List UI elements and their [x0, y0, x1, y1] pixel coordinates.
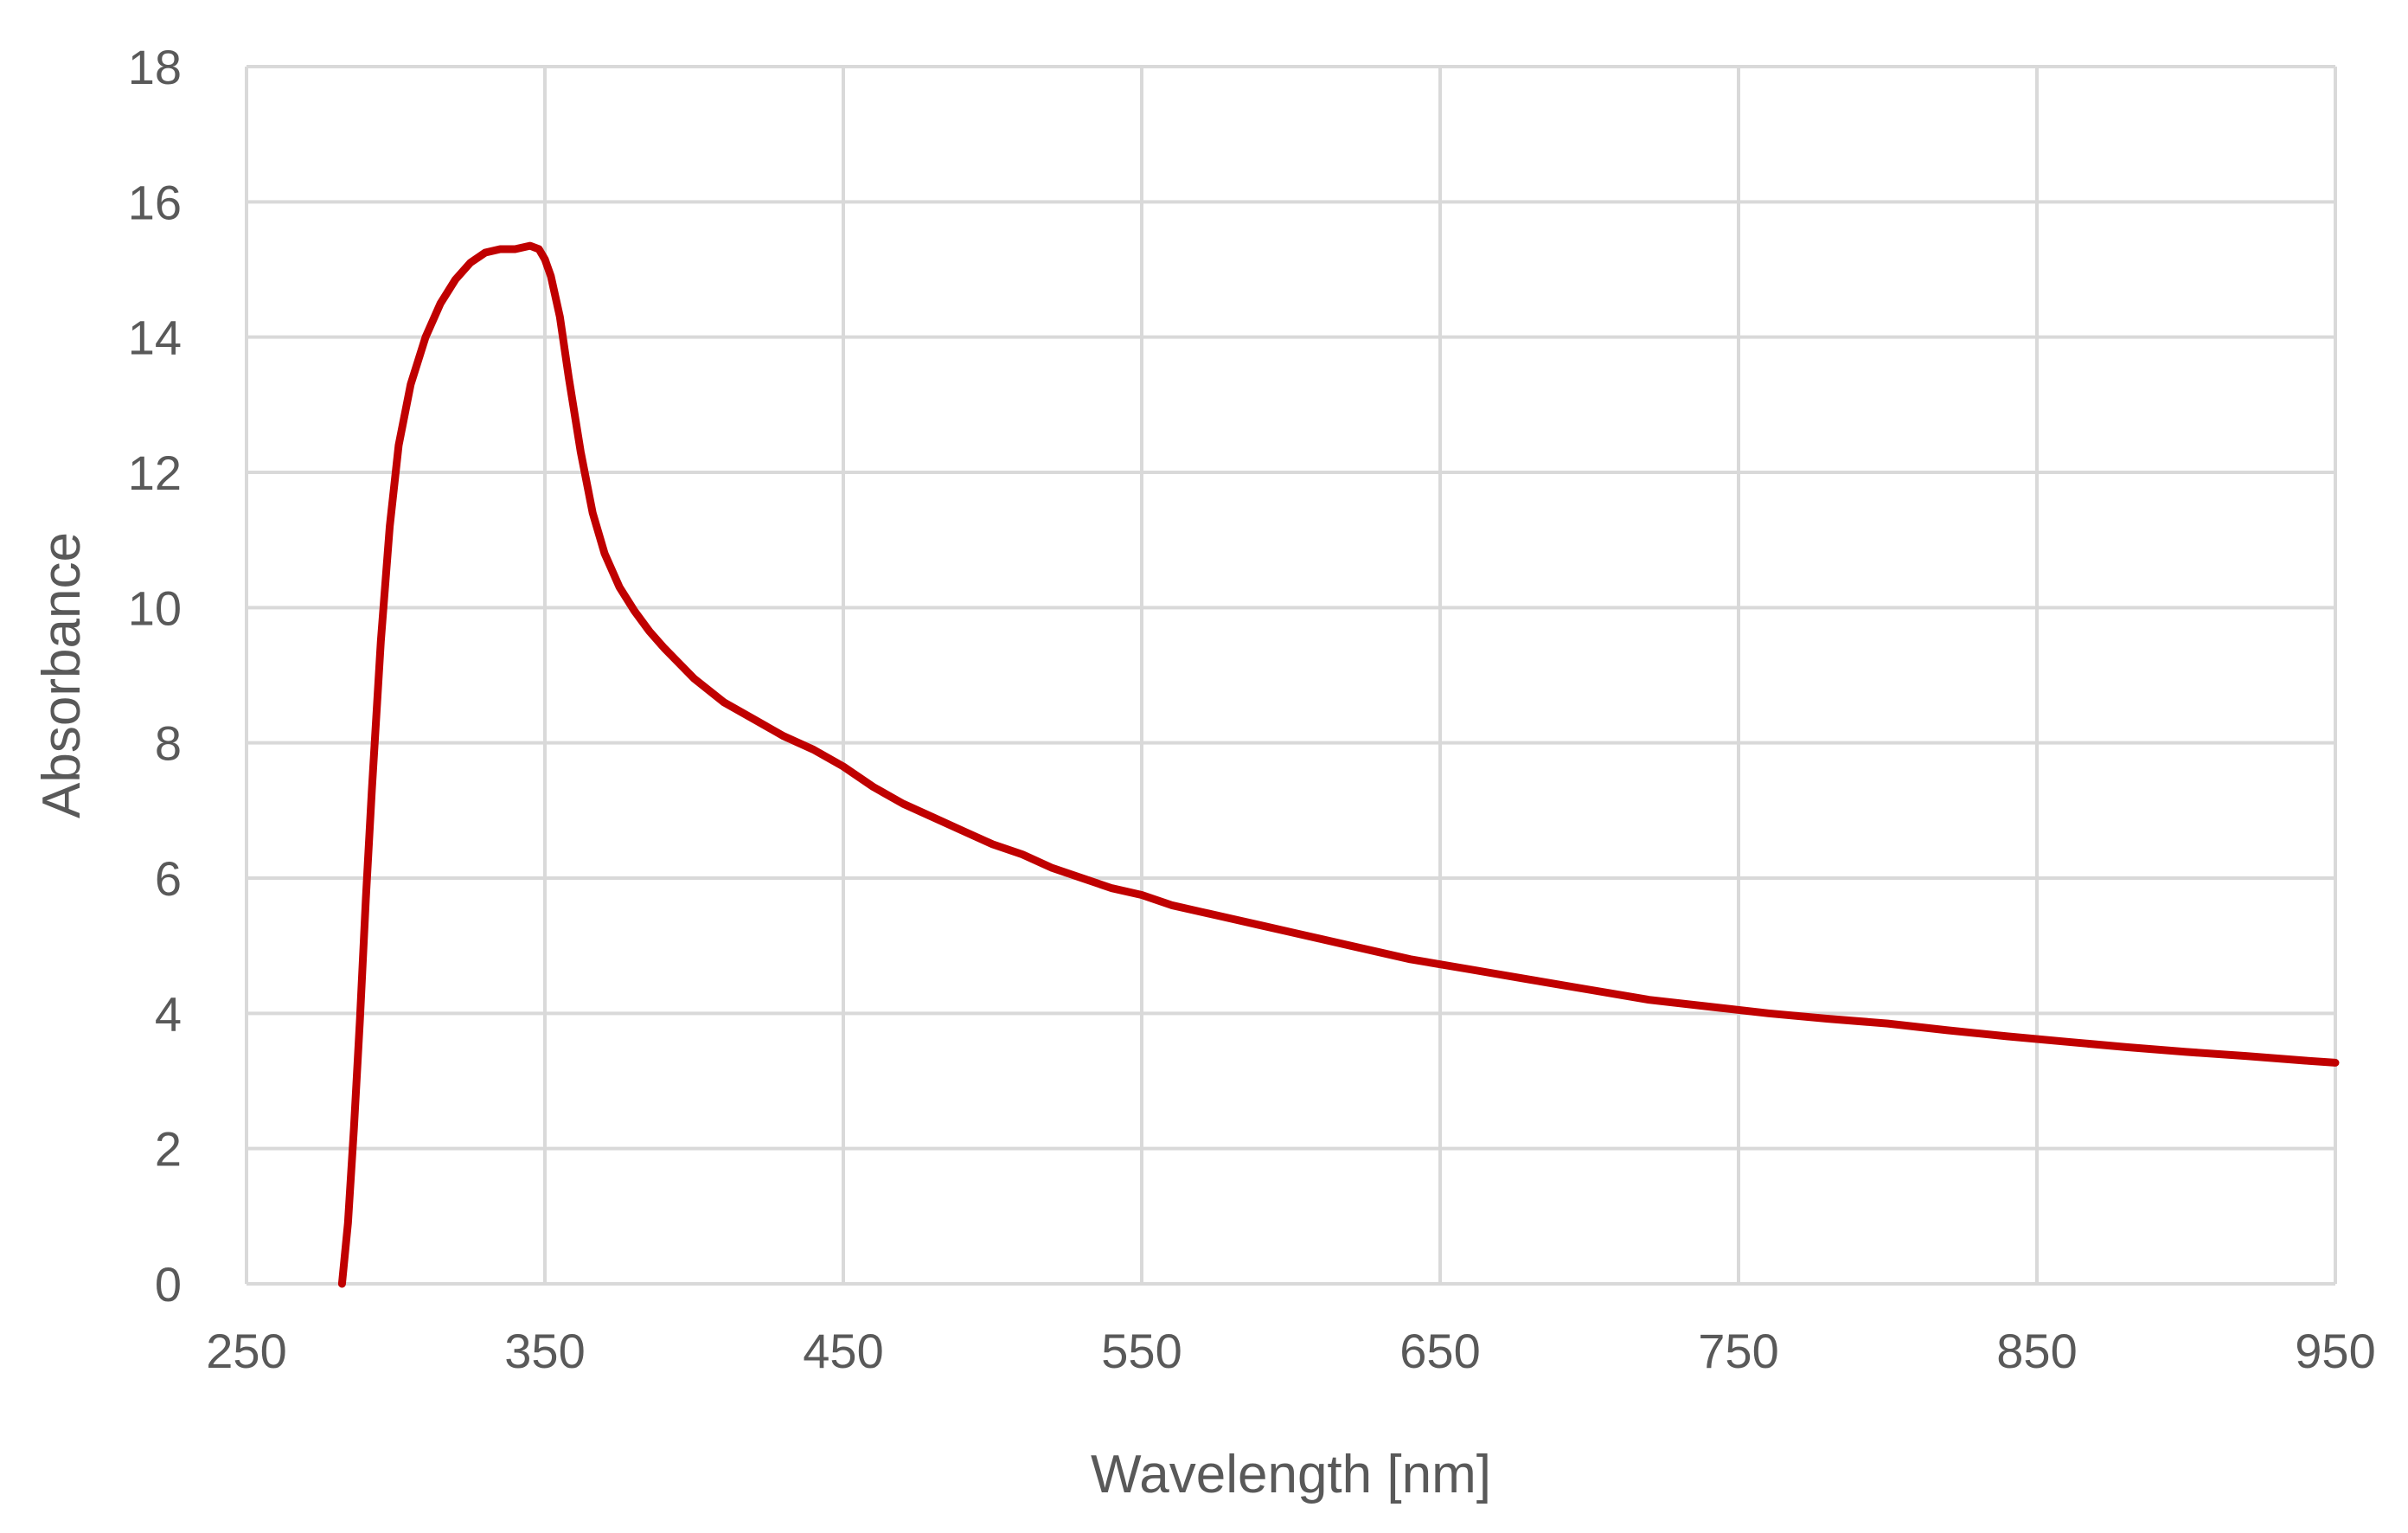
x-axis-title: Wavelength [nm]	[1091, 1445, 1491, 1504]
x-tick-label: 350	[504, 1324, 585, 1378]
y-tick-label: 12	[128, 446, 182, 500]
y-axis-tick-labels: 0 2 4 6 8 10 12 14 16 18	[128, 40, 182, 1312]
y-tick-label: 18	[128, 40, 182, 94]
y-tick-label: 0	[155, 1257, 182, 1312]
y-tick-label: 6	[155, 851, 182, 906]
x-tick-label: 650	[1399, 1324, 1480, 1378]
x-axis-tick-labels: 250 350 450 550 650 750 850 950	[206, 1324, 2375, 1378]
x-tick-label: 850	[1996, 1324, 2077, 1378]
y-tick-label: 4	[155, 986, 182, 1041]
x-tick-label: 250	[206, 1324, 286, 1378]
x-tick-label: 550	[1101, 1324, 1182, 1378]
x-tick-label: 750	[1698, 1324, 1778, 1378]
y-tick-label: 2	[155, 1122, 182, 1177]
horizontal-gridlines	[247, 65, 2335, 1286]
y-tick-label: 8	[155, 716, 182, 771]
y-tick-label: 10	[128, 580, 182, 635]
y-tick-label: 14	[128, 311, 182, 365]
x-tick-label: 450	[803, 1324, 883, 1378]
y-axis-title: Absorbance	[32, 532, 92, 818]
vertical-gridlines	[245, 67, 2337, 1284]
absorbance-line	[337, 241, 2340, 1288]
x-tick-label: 950	[2295, 1324, 2375, 1378]
y-tick-label: 16	[128, 175, 182, 229]
